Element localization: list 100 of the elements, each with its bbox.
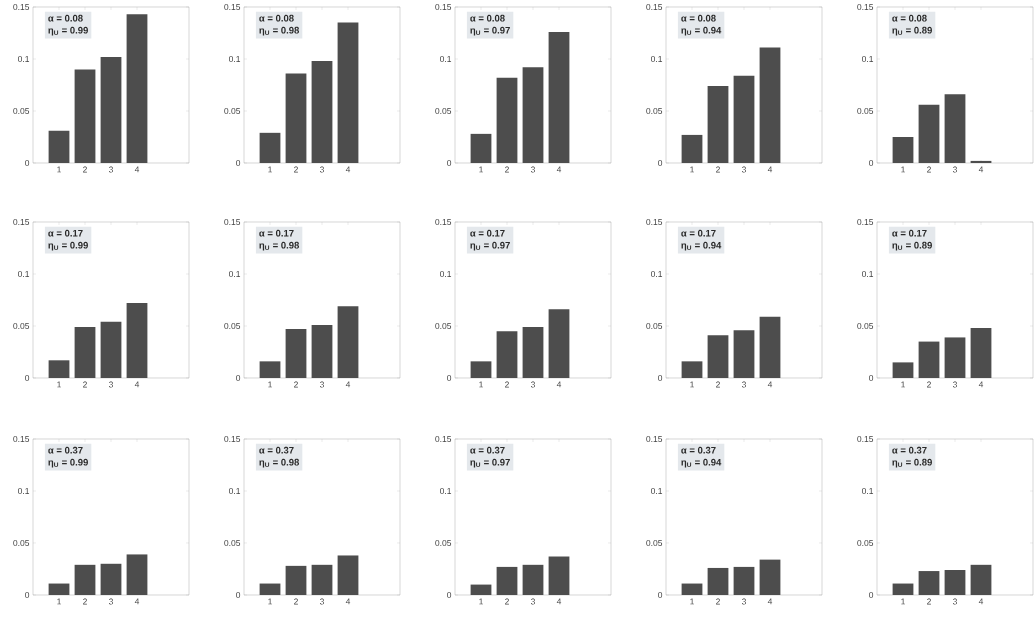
- bar: [759, 316, 781, 378]
- annotation: α = 0.17: [681, 229, 716, 237]
- bar: [707, 86, 729, 163]
- annotation: α = 0.08: [259, 14, 294, 22]
- annotation: α = 0.37: [892, 446, 927, 454]
- y-tick-label: 0.15: [435, 3, 452, 10]
- x-tick-label: 3: [108, 598, 113, 605]
- bar: [259, 583, 281, 595]
- y-tick-label: 0.05: [13, 322, 30, 329]
- y-tick-label: 0.15: [646, 435, 663, 442]
- y-tick-label: 0.15: [435, 435, 452, 442]
- bar: [892, 362, 914, 378]
- annotation: α = 0.08: [892, 14, 927, 22]
- bar: [285, 73, 307, 163]
- x-tick-label: 3: [952, 598, 957, 605]
- bar: [100, 56, 122, 163]
- bar: [548, 31, 570, 163]
- x-tick-label: 2: [505, 598, 509, 605]
- y-tick-label: 0.1: [439, 55, 452, 62]
- x-tick-label: 2: [716, 166, 720, 173]
- bar: [337, 306, 359, 378]
- y-tick-label: 0.05: [435, 107, 452, 114]
- x-tick-label: 4: [556, 381, 562, 388]
- y-tick-label: 0.05: [646, 107, 663, 114]
- x-tick-label: 2: [83, 166, 87, 173]
- y-tick-label: 0.15: [13, 435, 30, 442]
- bar: [126, 14, 148, 163]
- x-tick-label: 4: [345, 381, 351, 388]
- annotation: α = 0.08: [48, 14, 83, 22]
- x-tick-label: 3: [530, 381, 535, 388]
- bar: [918, 341, 940, 378]
- x-tick-label: 4: [556, 598, 562, 605]
- bar: [522, 327, 544, 378]
- bar: [733, 75, 755, 163]
- x-tick-label: 2: [83, 381, 87, 388]
- bar: [48, 583, 70, 595]
- annotation: η$_{U}$ = 0.98: [259, 26, 300, 36]
- x-tick-label: 3: [530, 598, 535, 605]
- x-tick-label: 1: [479, 381, 483, 388]
- y-tick-label: 0: [447, 159, 452, 166]
- y-tick-label: 0.15: [13, 218, 30, 225]
- x-tick-label: 4: [767, 381, 773, 388]
- y-tick-label: 0: [869, 159, 874, 166]
- bar: [259, 132, 281, 163]
- x-tick-label: 4: [978, 166, 984, 173]
- y-tick-label: 0.05: [13, 539, 30, 546]
- bar: [733, 566, 755, 595]
- y-tick-label: 0.15: [857, 435, 874, 442]
- y-tick-label: 0.1: [17, 487, 30, 494]
- bar: [548, 556, 570, 595]
- x-tick-label: 1: [479, 166, 483, 173]
- y-tick-label: 0: [658, 374, 663, 381]
- y-tick-label: 0.05: [435, 322, 452, 329]
- y-tick-label: 0.05: [857, 322, 874, 329]
- annotation: η$_{U}$ = 0.99: [48, 241, 88, 251]
- x-tick-label: 1: [57, 381, 61, 388]
- x-tick-label: 4: [134, 381, 140, 388]
- bar: [892, 136, 914, 163]
- annotation: η$_{U}$ = 0.89: [892, 458, 932, 468]
- bar: [470, 133, 492, 163]
- x-tick-label: 4: [345, 598, 351, 605]
- x-tick-label: 2: [927, 598, 931, 605]
- x-tick-label: 2: [505, 381, 509, 388]
- x-tick-label: 3: [530, 166, 535, 173]
- annotation: η$_{U}$ = 0.89: [892, 241, 932, 251]
- x-tick-label: 3: [741, 381, 746, 388]
- x-tick-label: 2: [716, 381, 720, 388]
- y-tick-label: 0.05: [857, 539, 874, 546]
- y-tick-label: 0.05: [13, 107, 30, 114]
- annotation: η$_{U}$ = 0.98: [259, 458, 300, 468]
- x-tick-label: 1: [479, 598, 483, 605]
- bar: [74, 327, 96, 378]
- x-tick-label: 2: [927, 166, 931, 173]
- bar: [918, 104, 940, 163]
- y-tick-label: 0: [25, 591, 30, 598]
- annotation: α = 0.17: [892, 229, 927, 237]
- annotation: η$_{U}$ = 0.99: [48, 458, 88, 468]
- annotation: η$_{U}$ = 0.97: [470, 241, 510, 251]
- x-tick-label: 3: [952, 381, 957, 388]
- x-tick-label: 4: [345, 166, 351, 173]
- annotation: η$_{U}$ = 0.99: [48, 26, 88, 36]
- bar: [970, 328, 992, 378]
- bar: [470, 584, 492, 595]
- y-tick-label: 0.05: [224, 107, 241, 114]
- bar: [74, 564, 96, 595]
- x-tick-label: 1: [57, 166, 61, 173]
- y-tick-label: 0.15: [224, 3, 241, 10]
- x-tick-label: 2: [927, 381, 931, 388]
- y-tick-label: 0.15: [646, 218, 663, 225]
- x-tick-label: 3: [741, 598, 746, 605]
- x-tick-label: 1: [268, 166, 272, 173]
- bar: [496, 331, 518, 378]
- y-tick-label: 0.05: [224, 322, 241, 329]
- x-tick-label: 3: [319, 166, 324, 173]
- annotation: η$_{U}$ = 0.97: [470, 26, 510, 36]
- bar: [681, 583, 703, 595]
- y-tick-label: 0.05: [435, 539, 452, 546]
- y-tick-label: 0.1: [439, 487, 452, 494]
- bar: [522, 67, 544, 163]
- bar: [944, 570, 966, 595]
